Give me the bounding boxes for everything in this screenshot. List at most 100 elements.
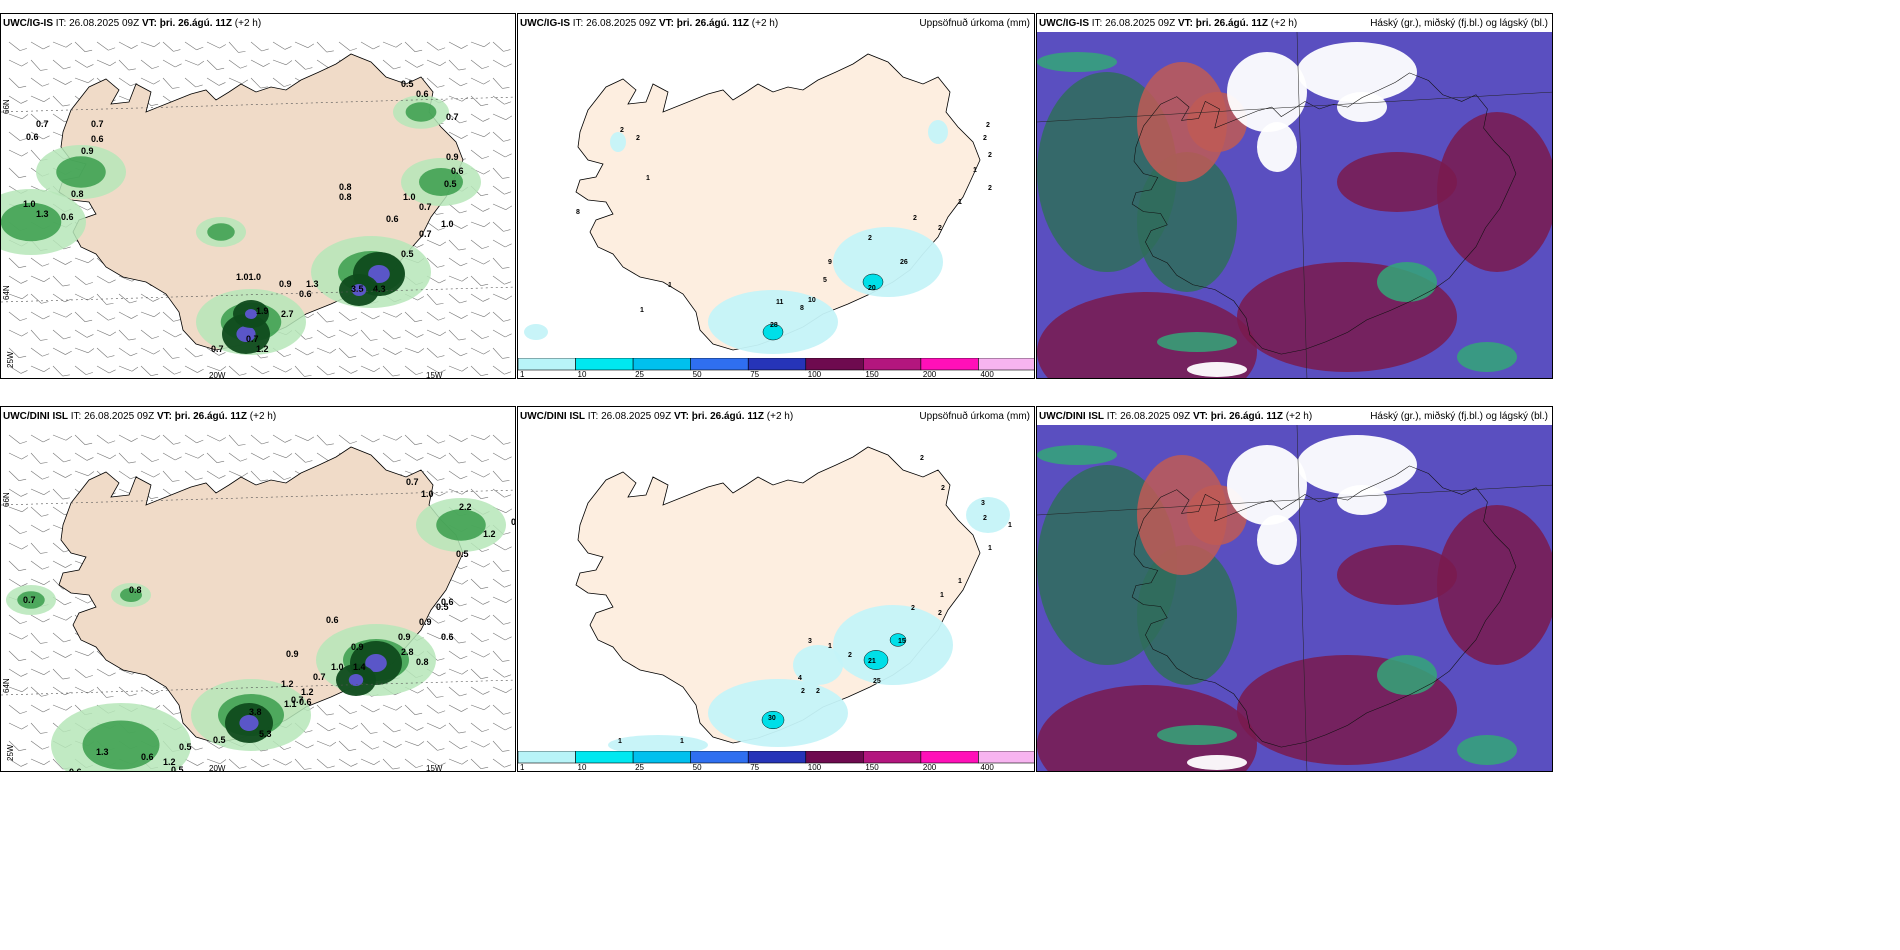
wind-barb — [8, 704, 27, 714]
wind-barb — [30, 275, 51, 282]
wind-barb — [8, 632, 28, 640]
precip-shade-mid — [889, 633, 907, 647]
precip-value-label: 1 — [958, 578, 962, 585]
wind-barb — [448, 365, 469, 372]
wind-barb — [74, 470, 95, 477]
wind-shade-core — [348, 674, 364, 686]
wind-barb — [250, 758, 270, 768]
wind-barb — [250, 452, 270, 460]
wind-barb — [338, 758, 358, 767]
wind-barb — [118, 329, 136, 341]
precip-value-label: 15 — [898, 638, 906, 645]
wind-barb — [8, 149, 28, 157]
graticule-line — [1037, 91, 1552, 123]
wind-barb — [316, 41, 334, 53]
colorbar-swatch — [863, 751, 922, 764]
model-name: UWC/IG-IS — [520, 18, 570, 29]
wind-barb — [140, 470, 160, 478]
wind-barb — [184, 758, 204, 766]
vt-label: VT: — [1192, 411, 1208, 422]
graticule-line — [1037, 484, 1552, 516]
wind-barb — [228, 77, 249, 84]
wind-barb — [52, 311, 73, 318]
wind-barb — [492, 488, 512, 498]
wind-barb — [448, 596, 467, 607]
wind-barb — [184, 452, 205, 459]
wind-barb — [140, 311, 161, 318]
colorbar-swatch — [978, 358, 1034, 371]
wind-barb — [470, 149, 489, 159]
wind-gust-label: 0.8 — [129, 585, 142, 595]
wind-barb — [404, 365, 423, 375]
wind-barb — [52, 488, 70, 500]
colorbar-swatch — [632, 751, 691, 764]
wind-barb — [140, 329, 159, 339]
cloud-layer-area — [1457, 342, 1517, 372]
wind-barb — [30, 347, 50, 357]
colorbar-swatch — [690, 358, 749, 371]
cloud-layer-area — [1157, 725, 1237, 745]
wind-barb — [492, 275, 512, 285]
wind-gust-label: 0.7 — [291, 695, 304, 705]
init-time: 26.08.2025 09Z — [586, 18, 657, 29]
wind-barb — [514, 452, 515, 459]
wind-gust-label: 1.0 — [403, 192, 416, 202]
wind-barb — [52, 41, 73, 48]
wind-barb — [96, 365, 116, 374]
colorbar-swatch — [632, 358, 691, 371]
wind-barb — [492, 347, 510, 359]
wind-barb — [206, 59, 225, 71]
precip-value-label: 9 — [828, 259, 832, 266]
wind-barb — [492, 311, 511, 322]
precip-value-label: 2 — [816, 688, 820, 695]
wind-gust-label: 4.3 — [373, 284, 386, 294]
precip-value-label: 2 — [620, 127, 624, 134]
wind-gust-label: 0.5 — [444, 179, 457, 189]
wind-barb — [426, 239, 447, 246]
wind-barb — [514, 560, 515, 571]
wind-shade-mid — [120, 588, 142, 602]
wind-barb — [96, 668, 116, 677]
precip-value-label: 1 — [668, 282, 672, 289]
wind-barb — [140, 77, 160, 85]
panel-title: Háský (gr.), miðský (fj.bl.) og lágský (… — [1370, 411, 1548, 422]
wind-barb — [470, 113, 490, 122]
wind-barb — [470, 239, 489, 249]
lat-label-64: 64N — [2, 285, 11, 300]
wind-barb — [426, 257, 445, 268]
wind-barb — [8, 614, 27, 624]
wind-gust-label: 1.2 — [301, 687, 314, 697]
wind-barb — [426, 434, 446, 444]
wind-barb — [514, 59, 515, 66]
wind-barb — [514, 149, 515, 156]
wind-barb — [470, 257, 490, 265]
wind-barb — [162, 77, 180, 89]
wind-barb — [448, 452, 466, 464]
wind-barb — [184, 347, 203, 358]
wind-gust-label: 0.7 — [419, 202, 432, 212]
wind-barb — [448, 77, 468, 87]
colorbar-swatch — [920, 751, 979, 764]
cloud-layer-area — [1337, 152, 1457, 212]
panel-header: UWC/DINI ISL IT: 26.08.2025 09Z VT: þri.… — [3, 411, 276, 422]
wind-barb — [74, 668, 93, 678]
lon-label-20: 20W — [209, 764, 226, 772]
wind-barb — [52, 632, 71, 643]
wind-barb — [140, 365, 159, 377]
wind-barb — [8, 365, 28, 374]
wind-barb — [448, 41, 468, 49]
lat-label-66: 66N — [2, 492, 11, 507]
lon-label-20: 20W — [209, 371, 226, 379]
precip-value-label: 2 — [938, 610, 942, 617]
wind-barb — [514, 41, 515, 51]
wind-barb — [426, 347, 445, 358]
colorbar-swatch — [805, 358, 864, 371]
precip-value-label: 2 — [801, 688, 805, 695]
wind-barb — [228, 434, 246, 446]
wind-barb — [338, 365, 358, 374]
cloud-layer-area — [1037, 445, 1117, 465]
colorbar-label: 10 — [578, 370, 587, 378]
wind-barb — [470, 41, 491, 48]
wind-barb — [30, 560, 50, 570]
wind-shade-mid — [56, 156, 106, 188]
